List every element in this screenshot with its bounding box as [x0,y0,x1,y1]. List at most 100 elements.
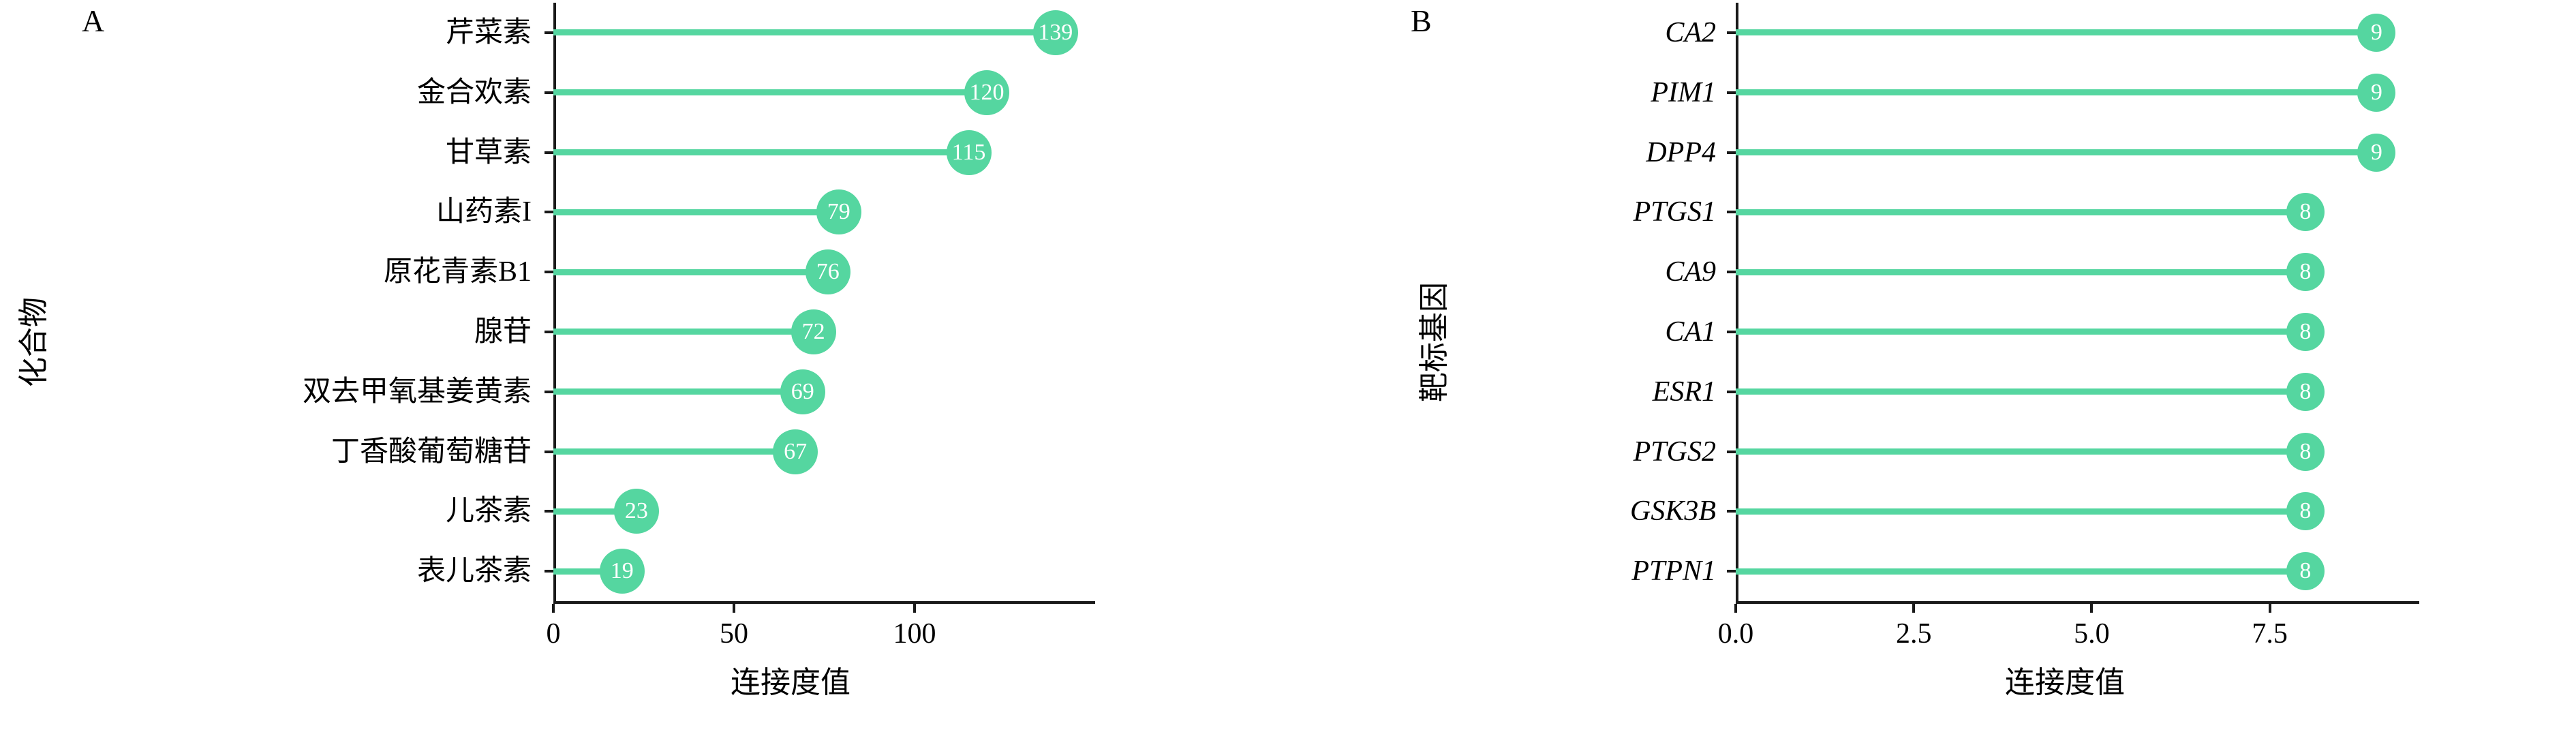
category-label: 表儿茶素 [416,555,532,588]
category-label: PTGS1 [1633,196,1716,228]
lollipop-dot: 9 [2357,73,2396,112]
lollipop-dot: 9 [2357,13,2396,52]
category-label: 山药素I [436,196,532,228]
lollipop-stem [553,29,1056,36]
lollipop-dot: 23 [613,489,659,534]
lollipop-dot: 8 [2286,253,2325,292]
y-axis-tick [1727,151,1736,154]
panel-a-letter: A [82,3,105,38]
lollipop-stem [1736,209,2305,215]
y-axis-tick [545,151,553,154]
lollipop-stem [553,269,828,275]
lollipop-stem [553,329,814,335]
lollipop-stem [553,388,803,395]
y-axis-tick [545,570,553,573]
category-label: CA2 [1665,16,1716,48]
category-label: GSK3B [1630,495,1716,528]
x-axis-tick-label: 0.0 [1717,618,1754,650]
category-label: PTPN1 [1631,555,1716,588]
y-axis-tick [1727,31,1736,34]
lollipop-stem [1736,568,2305,575]
category-label: 金合欢素 [416,76,532,108]
x-axis-tick-label: 5.0 [2074,618,2110,650]
category-label: CA9 [1665,256,1716,288]
category-label: ESR1 [1652,376,1716,408]
x-axis-tick-label: 2.5 [1895,618,1932,650]
x-axis-tick-label: 50 [720,618,748,650]
y-axis-tick [545,211,553,214]
lollipop-dot: 8 [2286,432,2325,471]
panel-a: A 化合物 连接度值 芹菜素 139 金合欢素 120 甘草素 115 山药素I 79 原花青素… [0,0,1281,732]
lollipop-dot: 8 [2286,492,2325,531]
lollipop-dot: 9 [2357,133,2396,172]
y-axis-tick [545,510,553,513]
y-axis-tick [545,450,553,453]
lollipop-dot: 120 [964,70,1009,115]
panel-b-plot-area: CA2 9 PIM1 9 DPP4 9 PTGS1 8 CA9 8 CA1 8 ESR1 8 PTGS2 8 G… [1281,0,2576,732]
y-axis-tick [1727,450,1736,453]
y-axis-tick [545,91,553,94]
y-axis-tick [545,31,553,34]
x-axis-tick [913,604,916,613]
lollipop-dot: 72 [791,309,836,354]
y-axis-tick [1727,271,1736,274]
panel-b-x-axis-line [1736,601,2419,604]
y-axis-tick [1727,330,1736,333]
x-axis-tick-label: 7.5 [2252,618,2288,650]
panel-b-x-axis-title: 连接度值 [2005,666,2125,699]
x-axis-tick [1912,604,1916,613]
category-label: PIM1 [1651,76,1716,108]
x-axis-tick-label: 0 [546,618,561,650]
lollipop-dot: 8 [2286,193,2325,232]
panel-b-y-axis-line [1736,3,1738,601]
category-label: PTGS2 [1633,436,1716,468]
category-label: 原花青素B1 [383,256,532,288]
lollipop-stem [553,508,637,515]
lollipop-dot: 115 [946,129,992,175]
y-axis-tick [545,271,553,274]
lollipop-stem [1736,149,2377,155]
lollipop-stem [1736,89,2377,96]
x-axis-tick [733,604,735,613]
lollipop-stem [1736,329,2305,335]
y-axis-tick [545,390,553,393]
x-axis-tick-label: 100 [893,618,936,650]
lollipop-stem [1736,29,2377,36]
lollipop-stem [553,568,622,575]
category-label: CA1 [1665,316,1716,348]
y-axis-tick [1727,390,1736,393]
lollipop-stem [553,448,796,455]
panel-b-letter: B [1411,3,1432,38]
lollipop-dot: 8 [2286,372,2325,411]
x-axis-tick [1734,604,1737,613]
lollipop-dot: 8 [2286,312,2325,351]
lollipop-stem [553,209,839,215]
y-axis-tick [545,330,553,333]
category-label: 丁香酸葡萄糖苷 [331,436,532,468]
panel-a-plot-area: 芹菜素 139 金合欢素 120 甘草素 115 山药素I 79 原花青素B1 76 腺苷 72 双去甲… [0,0,1281,732]
lollipop-dot: 139 [1032,10,1078,55]
x-axis-tick [552,604,555,613]
lollipop-stem [1736,388,2305,395]
lollipop-dot: 8 [2286,552,2325,591]
y-axis-tick [1727,570,1736,573]
lollipop-stem [1736,508,2305,515]
category-label: DPP4 [1646,136,1716,168]
category-label: 甘草素 [445,136,532,168]
panel-a-x-axis-line [553,601,1095,604]
lollipop-dot: 19 [599,549,645,594]
lollipop-stem [1736,269,2305,275]
lollipop-dot: 76 [805,249,850,295]
lollipop-stem [553,149,969,155]
y-axis-tick [1727,91,1736,94]
panel-b: B 靶标基因 连接度值 CA2 9 PIM1 9 DPP4 9 PTGS1 8 CA9 8 CA1 8… [1281,0,2576,732]
lollipop-dot: 69 [780,369,825,414]
category-label: 儿茶素 [445,495,532,528]
x-axis-tick [2268,604,2271,613]
y-axis-tick [1727,211,1736,214]
category-label: 腺苷 [474,316,532,348]
x-axis-tick [2090,604,2094,613]
y-axis-tick [1727,510,1736,513]
lollipop-dot: 79 [816,189,861,235]
